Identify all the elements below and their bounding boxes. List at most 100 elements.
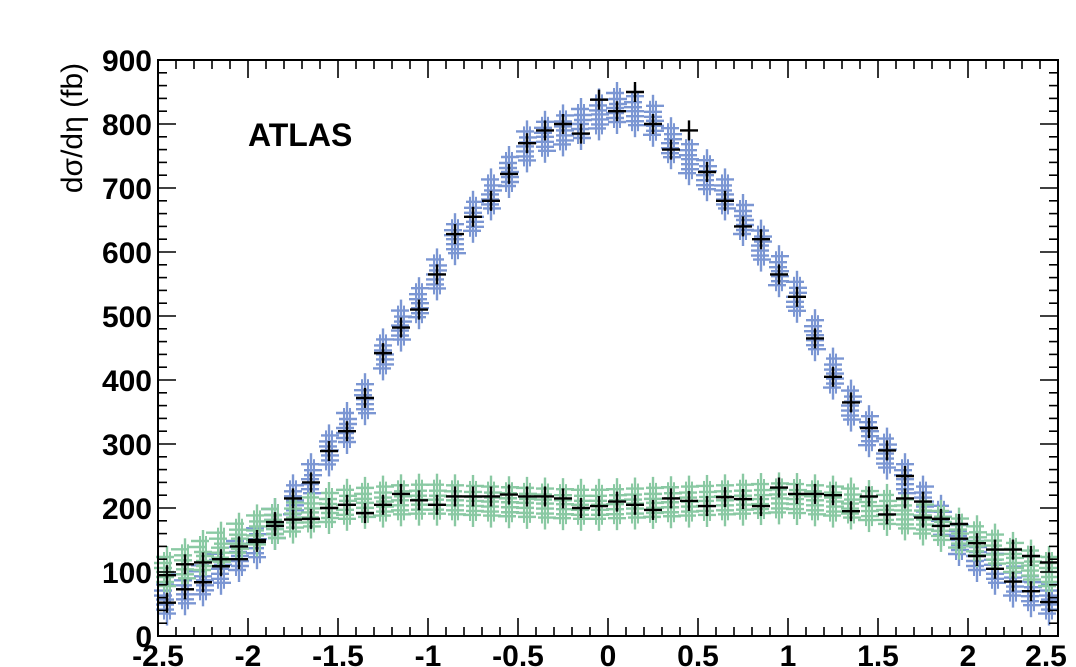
data-point xyxy=(176,554,194,575)
band-point xyxy=(606,82,627,134)
data-point xyxy=(374,494,392,515)
data-point xyxy=(788,483,806,504)
data-point xyxy=(770,477,788,498)
data-point xyxy=(752,229,770,250)
y-tick-label: 400 xyxy=(102,365,152,398)
data-point xyxy=(536,120,554,141)
data-point xyxy=(428,494,446,515)
band-point xyxy=(444,213,466,266)
data-point xyxy=(770,264,788,285)
x-tick-label: -1.5 xyxy=(312,640,364,667)
band-point xyxy=(678,133,699,186)
y-tick-label: 700 xyxy=(102,173,152,206)
data-point xyxy=(410,490,428,511)
x-tick-label: -1 xyxy=(415,640,442,667)
data-point xyxy=(824,485,842,506)
x-tick-labels: -2.5 -2 -1.5 -1 -0.5 0 0.5 1 1.5 2 2.5 xyxy=(132,640,1067,667)
y-tick-label: 200 xyxy=(102,493,152,526)
data-point xyxy=(878,504,896,525)
x-tick-label: -2.5 xyxy=(132,640,184,667)
data-point xyxy=(896,488,914,509)
data-point xyxy=(554,114,572,134)
data-point xyxy=(806,328,824,349)
y-tick-labels: 0 100 200 300 400 500 600 700 800 900 xyxy=(102,45,152,654)
data-point xyxy=(482,486,500,507)
data-point xyxy=(572,123,590,144)
data-points xyxy=(158,82,1058,613)
y-tick-label: 0 xyxy=(135,621,152,654)
x-tick-label: -0.5 xyxy=(492,640,544,667)
data-point xyxy=(356,503,374,524)
series-black-lower xyxy=(158,477,1058,586)
data-point xyxy=(338,494,356,515)
data-point xyxy=(230,536,248,557)
data-point xyxy=(284,488,302,509)
x-tick-label: 2 xyxy=(960,640,977,667)
data-point xyxy=(1040,592,1058,613)
data-point xyxy=(1004,571,1022,592)
data-point xyxy=(464,486,482,507)
data-point xyxy=(806,483,824,504)
data-point xyxy=(284,509,302,530)
data-point xyxy=(680,120,698,141)
data-point xyxy=(824,366,842,387)
x-tick-label: 0 xyxy=(600,640,617,667)
band-point xyxy=(786,473,807,526)
data-point xyxy=(518,133,536,154)
data-point xyxy=(1040,552,1058,573)
data-point xyxy=(644,114,662,134)
series-black-upper xyxy=(158,82,1058,613)
data-point xyxy=(158,592,176,613)
data-point xyxy=(248,530,266,550)
y-tick-label: 600 xyxy=(102,237,152,270)
y-tick-label: 500 xyxy=(102,301,152,334)
x-tick-label: 1 xyxy=(780,640,797,667)
data-point xyxy=(446,486,464,507)
data-bands xyxy=(154,82,1059,626)
data-point xyxy=(608,101,626,122)
data-point xyxy=(194,572,212,593)
x-tick-label: 2.5 xyxy=(1025,640,1067,667)
data-point xyxy=(896,466,914,486)
data-point xyxy=(446,224,464,245)
data-point xyxy=(374,343,392,364)
data-point xyxy=(698,496,716,517)
data-point xyxy=(266,512,284,533)
data-point xyxy=(302,508,320,529)
data-point xyxy=(554,488,572,509)
data-point xyxy=(698,162,716,182)
data-point xyxy=(662,139,680,160)
data-point xyxy=(176,579,194,600)
data-point xyxy=(662,488,680,509)
data-point xyxy=(842,392,860,413)
data-point xyxy=(518,486,536,507)
data-point xyxy=(1022,546,1040,566)
data-point xyxy=(914,507,932,528)
data-point xyxy=(320,498,338,518)
data-point xyxy=(1004,539,1022,560)
data-point xyxy=(752,496,770,517)
band-point xyxy=(373,475,394,528)
data-point xyxy=(788,286,806,307)
band-point xyxy=(804,474,826,527)
data-point xyxy=(392,317,410,338)
data-point xyxy=(860,486,878,507)
atlas-label: ATLAS xyxy=(248,117,352,153)
data-point xyxy=(1022,581,1040,602)
data-point xyxy=(986,539,1004,560)
x-tick-label: 1.5 xyxy=(857,640,899,667)
data-point xyxy=(590,496,608,517)
data-point xyxy=(572,498,590,518)
data-point xyxy=(950,514,968,534)
x-tick-label: -2 xyxy=(235,640,262,667)
data-point xyxy=(500,484,518,505)
data-point xyxy=(932,515,950,536)
data-point xyxy=(410,299,428,320)
data-point xyxy=(626,494,644,515)
data-point xyxy=(320,441,338,462)
data-point xyxy=(536,486,554,507)
data-point xyxy=(986,558,1004,579)
data-point xyxy=(500,163,518,184)
data-point xyxy=(716,487,734,508)
